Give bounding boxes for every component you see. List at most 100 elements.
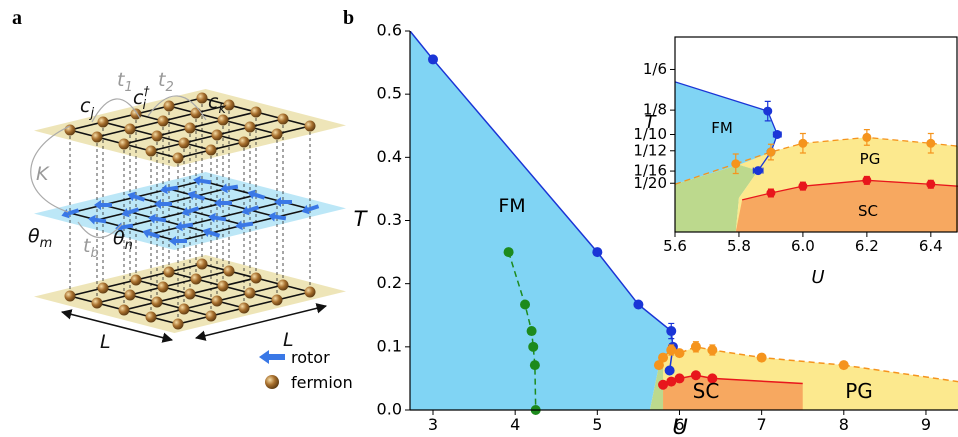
fermion-site — [146, 312, 157, 323]
fermion-site — [206, 145, 217, 156]
fermion-site — [278, 114, 289, 125]
fermion-site — [92, 298, 103, 309]
panel-label: b — [343, 7, 354, 29]
fermion-site — [179, 138, 190, 149]
x-tick-label: 5 — [592, 415, 602, 434]
fermion-site — [65, 291, 76, 302]
data-point — [674, 373, 684, 383]
fermion-site — [98, 117, 109, 128]
fermion-site — [191, 274, 202, 285]
fermion-site — [125, 290, 136, 301]
x-tick-label: 6.2 — [855, 237, 879, 255]
fermion-site — [125, 124, 136, 135]
schematic: acjt1c†it2ckKθmtbθnLLrotorfermion — [12, 7, 353, 392]
x-tick-label: 9 — [921, 415, 931, 434]
fermion-site — [92, 132, 103, 143]
x-tick-label: 3 — [428, 415, 438, 434]
data-point — [674, 348, 684, 358]
fermion-site — [239, 137, 250, 148]
phase-label: FM — [711, 119, 733, 137]
x-tick-label: 6.4 — [919, 237, 943, 255]
fermion-site — [197, 93, 208, 104]
data-point — [766, 148, 775, 157]
label-sub: 2 — [165, 80, 173, 95]
fermion-site — [224, 266, 235, 277]
x-tick-label: 6.0 — [791, 237, 815, 255]
data-point — [926, 139, 935, 148]
label-sub: b — [90, 246, 98, 261]
fermion-site — [119, 139, 130, 150]
data-point — [592, 247, 602, 257]
fermion-site — [272, 129, 283, 140]
schematic-label: K — [36, 163, 50, 185]
chart: 5.65.86.06.26.41/61/81/101/121/161/20UTF… — [633, 37, 958, 288]
data-point — [691, 342, 701, 352]
data-point — [798, 182, 807, 191]
fermion-site — [239, 303, 250, 314]
fermion-site — [305, 121, 316, 132]
data-point — [862, 176, 871, 185]
schematic-label: t2 — [158, 69, 174, 95]
fermion-site — [272, 295, 283, 306]
schematic-label: tb — [83, 235, 99, 261]
legend-rotor — [259, 350, 285, 364]
phase-label: SC — [693, 379, 720, 403]
data-point — [862, 133, 871, 142]
y-tick-label: 0.6 — [377, 21, 402, 40]
x-tick-label: 5.6 — [663, 237, 687, 255]
fermion-site — [98, 283, 109, 294]
data-point — [428, 54, 438, 64]
fermion-site — [164, 267, 175, 278]
data-point — [731, 159, 740, 168]
data-point — [520, 300, 530, 310]
data-point — [504, 247, 514, 257]
x-tick-label: 5.8 — [727, 237, 751, 255]
y-tick-label: 0.3 — [377, 210, 402, 229]
legend-label: fermion — [291, 373, 353, 392]
label-base: c — [208, 91, 219, 113]
data-point — [658, 353, 668, 363]
phase-label: PG — [845, 379, 873, 403]
y-axis-label: T — [354, 207, 369, 231]
fermion-site — [197, 259, 208, 270]
fermion-site — [212, 296, 223, 307]
y-tick-label: 0.5 — [377, 84, 402, 103]
data-point — [926, 180, 935, 189]
fermion-site — [152, 297, 163, 308]
fermion-site — [152, 131, 163, 142]
label-base: θ — [113, 227, 125, 249]
fermion-site — [212, 130, 223, 141]
fermion-site — [206, 311, 217, 322]
data-point — [666, 326, 676, 336]
legend-fermion — [265, 375, 279, 389]
fermion-site — [218, 281, 229, 292]
data-point — [763, 107, 772, 116]
y-tick-label: 0.4 — [377, 147, 402, 166]
x-axis-label: U — [672, 415, 687, 437]
fermion-site — [158, 282, 169, 293]
label-base: θ — [28, 225, 40, 247]
y-tick-label: 1/20 — [633, 174, 667, 192]
phase-label: SC — [858, 202, 878, 220]
legend-label: rotor — [291, 348, 330, 367]
y-tick-label: 1/12 — [633, 141, 667, 159]
y-tick-label: 1/6 — [643, 60, 667, 78]
data-point — [766, 189, 775, 198]
label-base: L — [100, 331, 111, 353]
phase-label: FM — [498, 195, 525, 217]
phase-label: PG — [860, 150, 881, 168]
label-base: c — [80, 95, 91, 117]
fermion-site — [164, 101, 175, 112]
data-point — [798, 139, 807, 148]
label-sub: i — [142, 98, 146, 113]
label-sub: n — [125, 238, 133, 253]
fermion-site — [191, 108, 202, 119]
label-sup: † — [143, 84, 150, 98]
schematic-label: cj — [80, 95, 94, 121]
label-sub: m — [40, 236, 53, 251]
label-sub: k — [218, 102, 226, 117]
schematic-label: L — [100, 331, 111, 353]
data-point — [757, 353, 767, 363]
fermion-site — [146, 146, 157, 157]
